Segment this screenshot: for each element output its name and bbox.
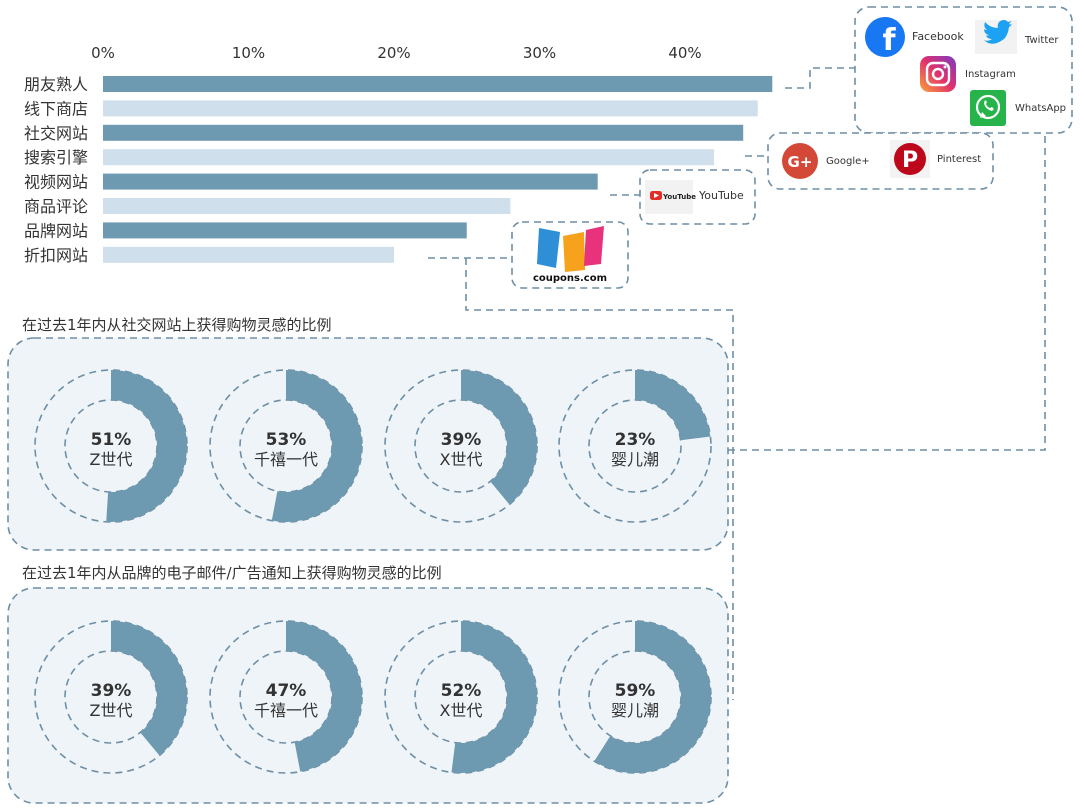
donut-segment	[106, 370, 187, 522]
bar	[103, 76, 773, 92]
panel-social-title: 在过去1年内从社交网站上获得购物灵感的比例	[22, 316, 332, 334]
x-tick-label: 40%	[668, 44, 701, 62]
category-label: 品牌网站	[24, 221, 88, 240]
category-label: 视频网站	[24, 173, 88, 192]
video-logos-box: YouTube YouTube	[639, 169, 756, 225]
panel-email-title: 在过去1年内从品牌的电子邮件/广告通知上获得购物灵感的比例	[22, 564, 442, 582]
coupons-label: coupons.com	[533, 273, 607, 284]
bar	[103, 149, 715, 166]
donut-segment	[451, 621, 538, 774]
donut-value-label: 23%	[615, 430, 656, 450]
category-label: 商品评论	[24, 197, 88, 216]
bar	[103, 198, 511, 214]
donut-value-label: 39%	[441, 430, 482, 450]
coupons-logo: coupons.com	[533, 226, 607, 284]
donut-value-label: 39%	[91, 681, 132, 701]
donut-category-label: Z世代	[90, 450, 133, 469]
x-tick-label: 0%	[91, 44, 115, 62]
donut-category-label: X世代	[440, 450, 483, 469]
donut-category-label: 婴儿潮	[611, 701, 659, 720]
donut-category-label: 婴儿潮	[611, 450, 659, 469]
instagram-icon	[920, 56, 956, 92]
pinterest-label: Pinterest	[937, 154, 981, 165]
channel-bar-chart: 0% 10% 20% 30% 40% 朋友熟人线下商店社交网站搜索引擎视频网站商品评论品…	[24, 44, 773, 265]
category-label: 线下商店	[24, 99, 88, 118]
donut-segment	[111, 621, 188, 756]
bar	[103, 124, 744, 141]
facebook-label: Facebook	[912, 30, 964, 43]
pinterest-icon: P	[890, 140, 930, 178]
bar	[103, 246, 394, 263]
donut: 47%千禧一代	[209, 620, 363, 774]
x-axis-ticks: 0% 10% 20% 30% 40%	[91, 44, 702, 62]
discount-logos-box: coupons.com	[511, 221, 629, 289]
twitter-icon	[975, 20, 1017, 54]
connector-social	[785, 67, 855, 89]
donut-segment	[271, 370, 363, 522]
donut: 39%X世代	[384, 369, 538, 523]
facebook-icon: f	[865, 17, 905, 58]
donut-category-label: 千禧一代	[254, 701, 318, 720]
youtube-icon: YouTube	[645, 180, 696, 214]
bar	[103, 222, 467, 239]
donut-outer-ring	[34, 369, 188, 523]
x-tick-label: 20%	[377, 44, 410, 62]
donut: 23%婴儿潮	[558, 369, 712, 523]
donut-segment	[594, 621, 712, 773]
donut-outer-ring	[209, 620, 363, 774]
donut-category-label: Z世代	[90, 701, 133, 720]
donut-value-label: 59%	[615, 681, 656, 701]
youtube-label: YouTube	[698, 189, 744, 202]
search-logos-box: G+ Google+ P Pinterest	[767, 132, 994, 190]
svg-text:f: f	[882, 23, 896, 58]
whatsapp-label: WhatsApp	[1015, 103, 1066, 114]
donut-segment	[635, 370, 711, 441]
donut-value-label: 47%	[266, 681, 307, 701]
category-label: 朋友熟人	[24, 75, 88, 94]
social-logos-box: f Facebook Twitter Instagram WhatsApp	[854, 6, 1073, 134]
connector-lines	[428, 67, 1046, 700]
donut-outer-ring	[558, 369, 712, 523]
bars	[103, 76, 773, 263]
panel-social	[7, 337, 729, 551]
donut-category-label: X世代	[440, 701, 483, 720]
donut-category-label: 千禧一代	[254, 450, 318, 469]
twitter-label: Twitter	[1024, 35, 1059, 46]
category-label: 搜索引擎	[24, 148, 88, 167]
donut-value-label: 51%	[91, 430, 132, 450]
panel-email	[7, 587, 729, 804]
google-plus-label: Google+	[826, 156, 870, 167]
category-label: 社交网站	[24, 124, 88, 143]
donut-value-label: 53%	[266, 430, 307, 450]
donut-segment	[286, 621, 362, 772]
bar	[103, 173, 598, 190]
x-tick-label: 10%	[232, 44, 265, 62]
donut-value-label: 52%	[441, 681, 482, 701]
donut: 39%Z世代	[34, 620, 188, 774]
instagram-label: Instagram	[965, 69, 1016, 80]
bar	[103, 100, 758, 117]
x-tick-label: 30%	[523, 44, 556, 62]
connector-panel1	[728, 133, 1046, 451]
svg-text:P: P	[902, 148, 918, 173]
donut: 52%X世代	[384, 620, 538, 774]
category-label: 折扣网站	[24, 246, 88, 265]
google-plus-icon: G+	[782, 143, 818, 179]
donut-segment	[461, 370, 537, 505]
donut: 51%Z世代	[34, 369, 188, 523]
whatsapp-icon	[970, 90, 1006, 126]
donut: 53%千禧一代	[209, 369, 363, 523]
svg-text:YouTube: YouTube	[662, 193, 696, 201]
svg-text:G+: G+	[788, 153, 813, 171]
donut: 59%婴儿潮	[558, 620, 712, 774]
connector-discount-down	[465, 258, 734, 700]
